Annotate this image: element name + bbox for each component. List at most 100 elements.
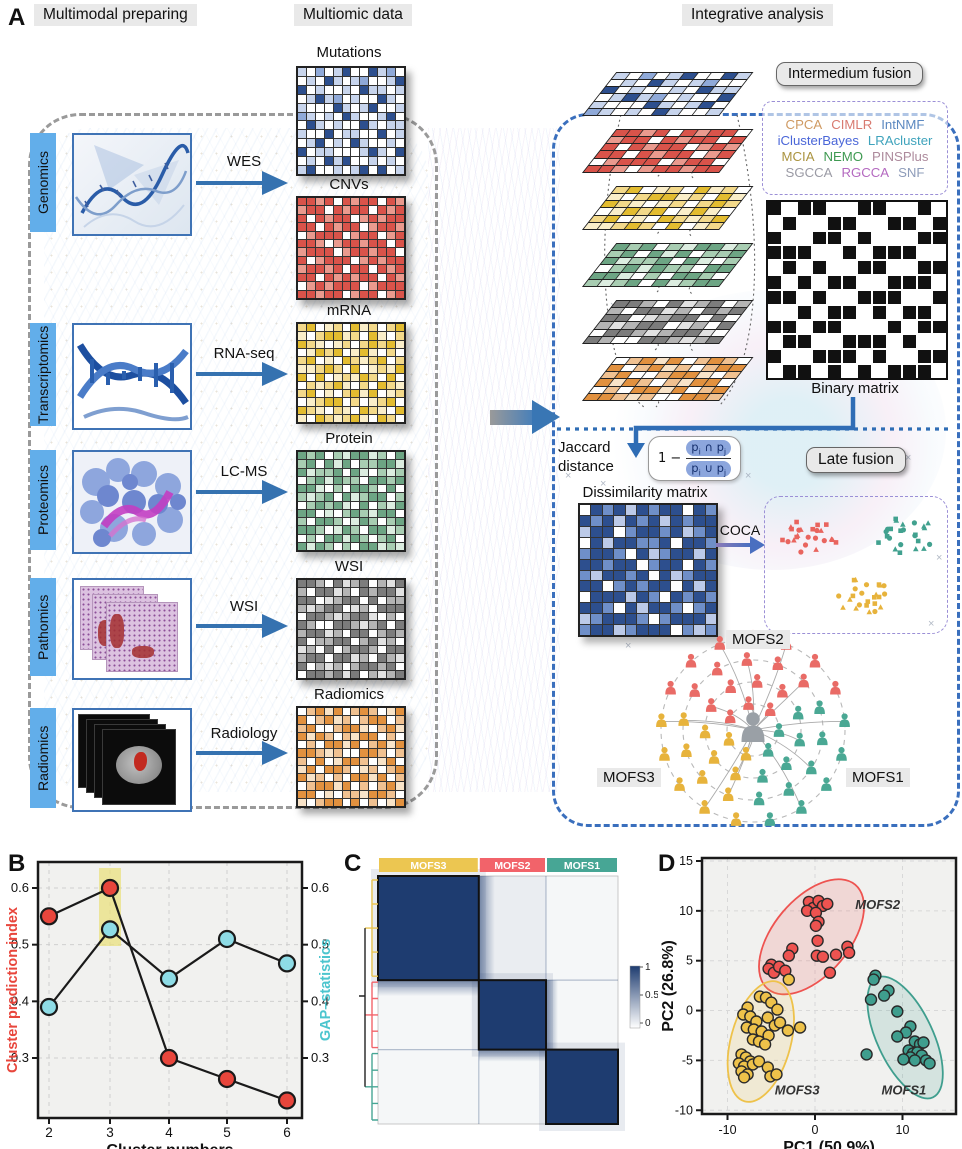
cluster-blobs <box>780 516 933 615</box>
matrix-cell <box>396 493 404 501</box>
matrix-cell <box>933 350 946 364</box>
matrix-cell <box>625 505 637 515</box>
svg-text:5: 5 <box>223 1125 231 1140</box>
matrix-cell <box>378 542 387 550</box>
matrix-cell <box>351 157 360 166</box>
matrix-cell <box>783 320 796 334</box>
fusion-method-lracluster: LRAcluster <box>867 132 933 148</box>
matrix-cell <box>351 240 360 248</box>
svg-text:0: 0 <box>686 1004 693 1018</box>
matrix-cell <box>306 94 315 103</box>
matrix-cell <box>315 112 324 121</box>
matrix-cell <box>298 798 306 806</box>
matrix-cell <box>306 732 315 740</box>
matrix-cell <box>369 476 378 484</box>
matrix-cell <box>694 603 705 614</box>
matrix-cell <box>298 741 306 749</box>
matrix-cell <box>637 559 648 570</box>
matrix-cell <box>671 625 682 635</box>
matrix-cell <box>298 518 306 526</box>
mofs-network <box>656 629 850 826</box>
matrix-cell <box>369 613 378 621</box>
matrix-cell <box>351 774 360 782</box>
matrix-cell <box>369 741 378 749</box>
matrix-cell <box>306 148 315 157</box>
matrix-cell <box>333 365 342 373</box>
matrix-cell <box>387 148 396 157</box>
dissimilarity-matrix-label: Dissimilarity matrix <box>582 484 708 501</box>
matrix-cell <box>298 94 306 103</box>
matrix-cell <box>306 85 315 94</box>
matrix-cell <box>682 614 694 625</box>
matrix-cell <box>378 248 387 256</box>
matrix-cell <box>351 654 360 662</box>
matrix-cell <box>828 276 841 289</box>
matrix-cell <box>315 509 324 517</box>
matrix-cell <box>387 381 396 389</box>
matrix-cell <box>387 348 396 356</box>
matrix-cell <box>369 265 378 273</box>
panel-b-letter: B <box>8 850 26 877</box>
matrix-cell <box>396 324 404 332</box>
radiology-arrow <box>196 741 288 765</box>
integration-arrow <box>490 410 532 425</box>
matrix-cell <box>378 340 387 348</box>
matrix-cell <box>933 276 946 289</box>
matrix-cell <box>369 76 378 85</box>
matrix-cell <box>396 774 404 782</box>
matrix-cell <box>306 198 315 206</box>
matrix-cell <box>298 526 306 534</box>
matrix-cell <box>396 373 404 381</box>
matrix-cell <box>306 629 315 637</box>
matrix-cell <box>918 335 931 349</box>
matrix-cell <box>387 732 396 740</box>
method-label-wes: WES <box>226 153 262 170</box>
matrix-cell <box>306 103 315 112</box>
matrix-cell <box>903 335 916 349</box>
matrix-cell <box>378 460 387 468</box>
matrix-cell <box>378 501 387 509</box>
matrix-cell <box>378 716 387 724</box>
matrix-cell <box>315 85 324 94</box>
matrix-cell <box>342 332 351 340</box>
cluster-label: MOFS2 <box>855 897 901 912</box>
matrix-cell <box>306 518 315 526</box>
matrix-cell <box>324 654 333 662</box>
matrix-cell <box>580 592 591 603</box>
matrix-cell <box>298 468 306 476</box>
matrix-cell <box>637 603 648 614</box>
matrix-cell <box>351 223 360 231</box>
data-point <box>39 997 59 1017</box>
matrix-cell <box>378 629 387 637</box>
network-label-mofs2: MOFS2 <box>726 630 790 649</box>
matrix-cell <box>342 798 351 806</box>
matrix-cell <box>813 365 826 378</box>
matrix-cell <box>360 798 369 806</box>
matrix-cell <box>324 542 333 550</box>
matrix-cell <box>387 782 396 790</box>
matrix-cell <box>378 724 387 732</box>
matrix-cell <box>396 121 404 130</box>
matrix-cell <box>315 324 324 332</box>
matrix-cell <box>351 646 360 654</box>
matrix-cell <box>306 214 315 223</box>
matrix-cell <box>324 493 333 501</box>
matrix-cell <box>396 757 404 765</box>
matrix-cell <box>396 518 404 526</box>
matrix-cell <box>637 570 648 581</box>
matrix-cell <box>682 592 694 603</box>
matrix-cell <box>625 515 637 526</box>
matrix-cell <box>387 121 396 130</box>
matrix-cell <box>333 240 342 248</box>
matrix-cell <box>324 798 333 806</box>
matrix-cell <box>333 290 342 298</box>
matrix-cell <box>324 501 333 509</box>
matrix-cell <box>298 452 306 460</box>
matrix-cell <box>625 592 637 603</box>
late-fusion-title: Late fusion <box>806 447 906 473</box>
matrix-cell <box>396 357 404 365</box>
matrix-cell <box>828 320 841 334</box>
proteomics-image <box>72 450 192 554</box>
matrix-cell <box>351 588 360 596</box>
matrix-cell <box>360 724 369 732</box>
